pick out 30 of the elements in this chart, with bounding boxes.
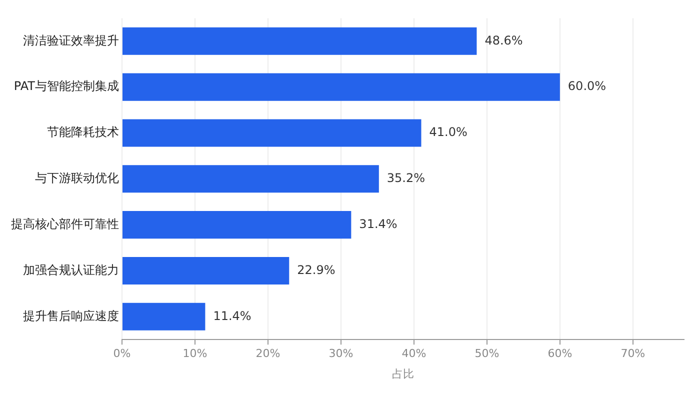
x-tick-label: 30% (328, 347, 354, 360)
y-tick-label: 提高核心部件可靠性 (11, 216, 119, 231)
bar (122, 27, 477, 55)
bar (122, 302, 206, 330)
data-label: 60.0% (568, 79, 606, 94)
x-tick-label: 60% (548, 347, 572, 360)
x-tick-label: 70% (620, 347, 646, 360)
y-tick-label: 清洁验证效率提升 (23, 33, 119, 48)
x-tick-label: 50% (474, 347, 500, 360)
x-axis-title: 占比 (392, 367, 414, 380)
bar (122, 256, 290, 285)
data-label: 11.4% (213, 308, 252, 323)
x-tick-label: 0% (113, 347, 131, 360)
data-label: 48.6% (484, 33, 523, 48)
bar (122, 119, 422, 147)
y-tick-label: 与下游联动优化 (35, 171, 119, 186)
bar (122, 73, 560, 101)
data-label: 31.4% (359, 216, 398, 231)
y-tick-label: PAT与智能控制集成 (14, 79, 119, 94)
data-label: 41.0% (429, 125, 468, 140)
bar (122, 211, 352, 239)
y-tick-label: 节能降耗技术 (47, 125, 119, 140)
x-tick-label: 10% (182, 347, 208, 360)
data-label: 22.9% (297, 262, 336, 277)
x-tick-label: 20% (256, 347, 280, 360)
y-tick-label: 提升售后响应速度 (23, 308, 119, 323)
data-label: 35.2% (386, 171, 426, 186)
x-tick-label: 40% (402, 347, 426, 360)
bar (122, 165, 379, 193)
y-tick-label: 加强合规认证能力 (23, 262, 119, 277)
